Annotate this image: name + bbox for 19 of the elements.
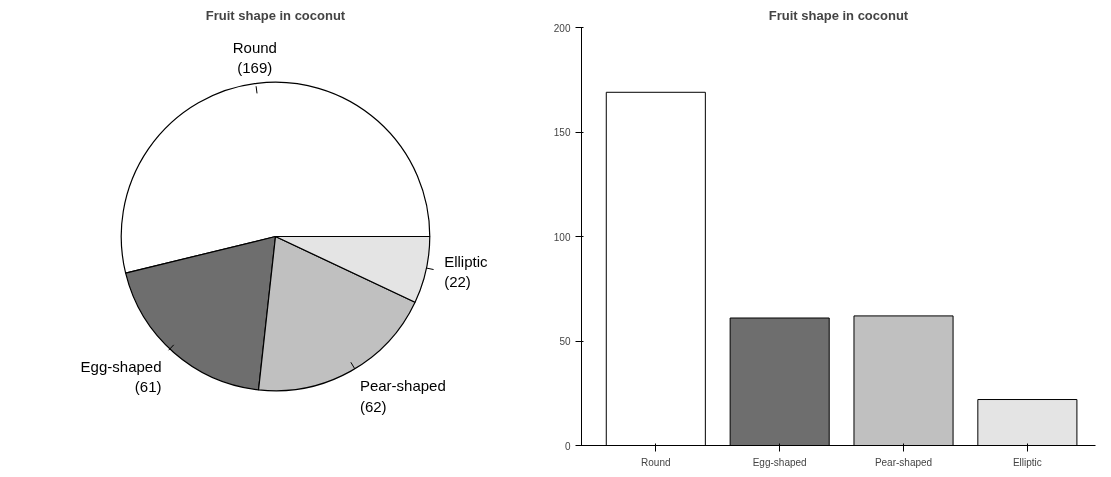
- x-tick-label: Round: [641, 456, 671, 468]
- chart-title: Fruit shape in coconut: [768, 7, 909, 23]
- slice-label: Egg-shaped: [80, 357, 162, 375]
- x-tick-label: Pear-shaped: [874, 456, 933, 468]
- data-label: (169): [237, 59, 273, 77]
- slice-label: Pear-shaped: [359, 377, 446, 395]
- y-tick-label: 50: [559, 336, 571, 347]
- slice-label: Elliptic: [444, 253, 488, 271]
- data-label: (62): [359, 397, 387, 415]
- slice-label: Round: [232, 38, 277, 56]
- chart-title: Fruit shape in coconut: [205, 7, 346, 23]
- x-tick-label: Egg-shaped: [752, 456, 807, 468]
- data-label: (22): [444, 273, 471, 291]
- y-tick-label: 0: [564, 440, 571, 452]
- x-tick-label: Elliptic: [1012, 456, 1042, 468]
- y-tick-label: 100: [553, 231, 571, 243]
- y-tick-label: 200: [553, 22, 571, 34]
- y-tick-label: 150: [553, 127, 571, 138]
- data-label: (61): [134, 378, 162, 396]
